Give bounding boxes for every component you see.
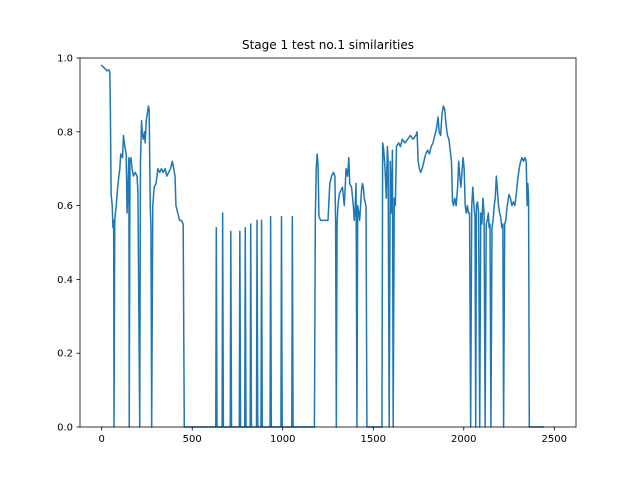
chart-title: Stage 1 test no.1 similarities: [242, 38, 414, 52]
x-tick-label: 0: [99, 434, 105, 445]
x-tick-label: 2500: [542, 434, 567, 445]
axes: 0 500 1000 1500 2000 2500 0.0 0.2 0.4 0.6 0.8 1.0: [57, 54, 577, 445]
y-tick-label: 0.4: [57, 275, 73, 286]
axes-frame: [79, 57, 577, 428]
x-tick-label: 2000: [451, 434, 476, 445]
y-tick-label: 0.0: [57, 423, 73, 434]
y-tick-label: 0.8: [57, 127, 73, 138]
plot-area: [100, 64, 545, 428]
x-tick-label: 500: [183, 434, 202, 445]
y-tick-label: 1.0: [57, 54, 73, 65]
y-tick-label: 0.6: [57, 201, 73, 212]
series-line-0: [100, 64, 545, 428]
y-tick-label: 0.2: [57, 349, 73, 360]
x-tick-label: 1500: [361, 434, 386, 445]
x-tick-label: 1000: [270, 434, 295, 445]
